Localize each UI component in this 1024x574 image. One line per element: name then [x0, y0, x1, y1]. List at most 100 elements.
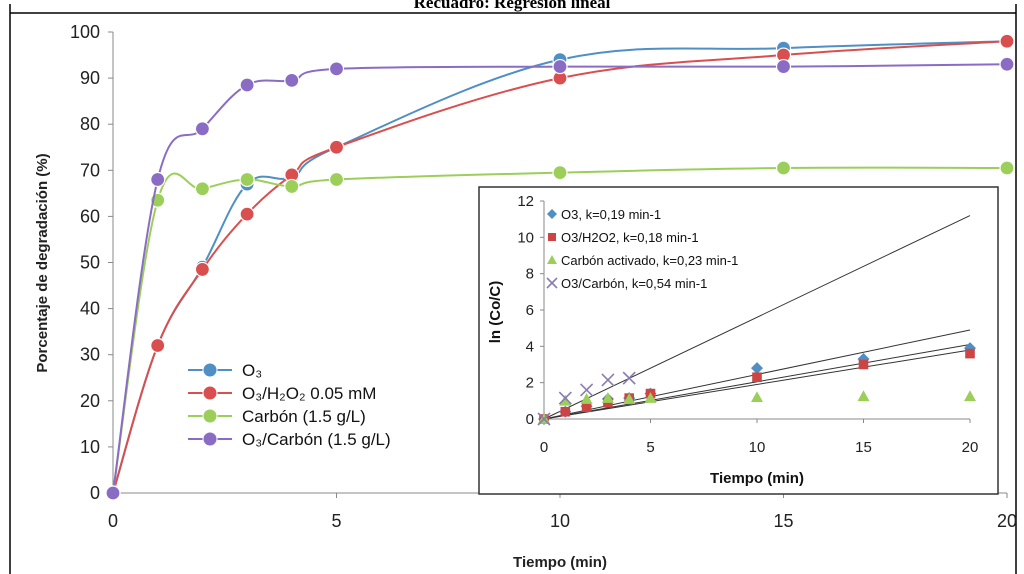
main-y-tick-label: 70: [80, 160, 100, 180]
main-y-tick-label: 100: [70, 22, 100, 42]
main-legend-entry: O₃/H₂O₂ 0.05 mM: [188, 384, 376, 403]
data-point: [194, 121, 210, 137]
main-y-axis-title: Porcentaje de degradación (%): [34, 153, 51, 372]
inset-y-tick-label: 2: [526, 375, 534, 392]
main-y-tick-label: 0: [90, 483, 100, 503]
data-point: [752, 372, 762, 383]
data-point: [239, 171, 255, 188]
data-point: [964, 390, 976, 402]
inset-x-axis-title: Tiempo (min): [710, 470, 804, 487]
main-y-tick-label: 90: [80, 68, 100, 88]
legend-label: Carbón activado, k=0,23 min-1: [561, 253, 738, 268]
data-point: [284, 72, 300, 89]
inset-y-tick-label: 0: [526, 411, 534, 428]
main-legend: O₃ O₃/H₂O₂ 0.05 mM Carbón (1.5 g/L) O₃/Carb…: [188, 361, 391, 449]
inset-y-tick-label: 6: [526, 302, 534, 319]
data-point: [537, 412, 551, 426]
data-point: [999, 56, 1015, 72]
main-y-tick-label: 30: [80, 345, 100, 365]
data-point: [857, 390, 870, 402]
data-point: [601, 392, 614, 403]
data-point: [580, 383, 594, 397]
legend-label: O3/Carbón, k=0,54 min-1: [561, 276, 707, 291]
data-point: [552, 165, 568, 181]
inset-series-4: [537, 371, 636, 426]
inset-y-tick-label: 10: [517, 229, 534, 246]
inset-chart: 0 2 4 6 8 10 12 0 5 10 15 20 ln (Co/C) Tiempo (min)…: [478, 186, 999, 495]
inset-y-tick-label: 12: [517, 193, 534, 210]
main-legend-entry: Carbón (1.5 g/L): [188, 407, 366, 426]
inset-series: [537, 342, 976, 426]
data-point: [328, 171, 345, 188]
main-y-tick-label: 40: [80, 299, 100, 319]
inset-x-tick-label: 5: [646, 439, 654, 456]
data-point: [150, 171, 166, 188]
legend-label: O₃: [242, 361, 262, 380]
inset-frame: [478, 186, 999, 495]
legend-label: O₃/H₂O₂ 0.05 mM: [242, 384, 376, 403]
legend-label: O3/H2O2, k=0,18 min-1: [561, 230, 699, 245]
main-y-tick-label: 10: [80, 437, 100, 457]
main-x-tick-label: 5: [331, 511, 341, 531]
trendline: [543, 215, 971, 420]
data-point: [150, 337, 166, 354]
main-x-tick-label: 10: [550, 511, 570, 531]
data-point: [328, 61, 345, 77]
main-x-tick-label: 20: [997, 511, 1017, 531]
data-point: [548, 233, 556, 241]
main-x-tick-label: 15: [773, 511, 793, 531]
inset-x-tick-label: 20: [962, 439, 979, 456]
main-y-tick-label: 50: [80, 253, 100, 273]
data-point: [623, 393, 636, 404]
data-point: [965, 348, 975, 359]
data-point: [559, 394, 572, 406]
inset-legend-entry: O3/Carbón, k=0,54 min-1: [546, 276, 707, 291]
data-point: [751, 362, 763, 375]
data-point: [775, 160, 792, 176]
main-x-axis-title: Tiempo (min): [513, 554, 607, 571]
data-point: [999, 160, 1015, 176]
data-point: [552, 58, 568, 75]
main-x-tick-label: 0: [108, 511, 118, 531]
inset-y-tick-label: 8: [526, 266, 534, 283]
main-y-tick-label: 60: [80, 206, 100, 226]
inset-y-axis-title: ln (Co/C): [487, 281, 504, 343]
inset-x-tick-label: 15: [855, 439, 872, 456]
inset-x-tick-label: 10: [749, 439, 766, 456]
data-point: [546, 277, 558, 289]
top-title: Recuadro: Regresión lineal: [414, 0, 611, 12]
data-point: [105, 485, 121, 501]
data-point: [580, 393, 593, 404]
series-line: [112, 40, 1008, 494]
inset-legend: O3, k=0,19 min-1 O3/H2O2, k=0,18 min-1 Car…: [546, 207, 738, 291]
legend-swatch-marker: [202, 385, 218, 401]
main-y-tick-label: 80: [80, 114, 100, 134]
data-point: [601, 373, 615, 387]
data-point: [622, 371, 636, 385]
legend-label: Carbón (1.5 g/L): [242, 407, 366, 426]
data-point: [239, 206, 255, 222]
main-legend-entry: O₃: [188, 361, 262, 380]
legend-swatch-marker: [202, 408, 218, 424]
legend-swatch-marker: [202, 431, 218, 447]
data-point: [194, 181, 210, 197]
inset-axes: 0 2 4 6 8 10 12 0 5 10 15 20: [517, 193, 978, 456]
data-point: [239, 77, 255, 93]
main-legend-entry: O₃/Carbón (1.5 g/L): [188, 430, 391, 449]
data-point: [581, 402, 592, 412]
data-point: [560, 406, 571, 417]
data-point: [644, 392, 657, 403]
main-y-tick-label: 20: [80, 391, 100, 411]
main-series-4: [105, 56, 1015, 501]
inset-series-3: [538, 390, 976, 424]
data-point: [194, 261, 210, 278]
data-point: [775, 58, 792, 75]
data-point: [999, 33, 1015, 49]
data-point: [558, 391, 572, 405]
legend-label: O₃/Carbón (1.5 g/L): [242, 430, 391, 449]
inset-legend-entry: Carbón activado, k=0,23 min-1: [547, 253, 738, 268]
data-point: [547, 255, 557, 264]
inset-legend-entry: O3, k=0,19 min-1: [547, 207, 661, 222]
